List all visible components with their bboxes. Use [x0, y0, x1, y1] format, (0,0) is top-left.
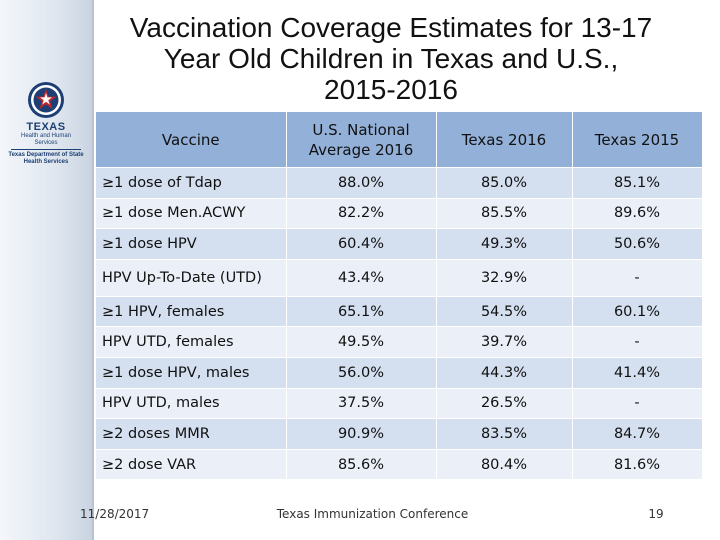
texas-2016-cell: 83.5% [436, 418, 573, 450]
texas-2016-cell: 39.7% [436, 326, 573, 358]
vaccine-name-cell: ≥1 dose HPV [96, 228, 287, 260]
vaccine-name-cell: ≥1 dose HPV, males [96, 357, 287, 389]
texas-2016-cell: 85.5% [436, 198, 573, 230]
slide-title: Vaccination Coverage Estimates for 13-17… [96, 12, 686, 105]
texas-2015-cell: - [572, 326, 703, 358]
table-row: ≥1 dose of Tdap 88.0% 85.0% 85.1% [96, 167, 703, 199]
texas-2016-cell: 26.5% [436, 388, 573, 420]
us-2016-cell: 65.1% [286, 296, 437, 328]
logo-subtitle-4: Health Services [23, 159, 69, 165]
logo-subtitle-2: Services [34, 140, 58, 146]
vaccine-name-cell: ≥2 dose VAR [96, 449, 287, 481]
vaccine-name-cell: ≥1 HPV, females [96, 296, 287, 328]
texas-2015-cell: 84.7% [572, 418, 703, 450]
table-row: ≥1 HPV, females 65.1% 54.5% 60.1% [96, 296, 703, 328]
vaccine-name-cell: ≥2 doses MMR [96, 418, 287, 450]
logo-subtitle-1: Health and Human [20, 133, 72, 139]
texas-2015-cell: 81.6% [572, 449, 703, 481]
texas-2016-cell: 80.4% [436, 449, 573, 481]
header-texas-2016: Texas 2016 [436, 112, 573, 168]
texas-2016-cell: 54.5% [436, 296, 573, 328]
texas-2016-cell: 44.3% [436, 357, 573, 389]
header-vaccine: Vaccine [96, 112, 287, 168]
texas-2015-cell: - [572, 259, 703, 297]
table-header-row: Vaccine U.S. National Average 2016 Texas… [96, 112, 703, 168]
texas-2016-cell: 32.9% [436, 259, 573, 297]
us-2016-cell: 37.5% [286, 388, 437, 420]
logo-rule [11, 149, 81, 150]
us-2016-cell: 43.4% [286, 259, 437, 297]
us-2016-cell: 49.5% [286, 326, 437, 358]
texas-2015-cell: 85.1% [572, 167, 703, 199]
table-row: ≥1 dose HPV, males 56.0% 44.3% 41.4% [96, 357, 703, 389]
slide-title-line-3: 2015-2016 [324, 74, 458, 105]
texas-2015-cell: 41.4% [572, 357, 703, 389]
slide-title-line-2: Year Old Children in Texas and U.S., [163, 43, 619, 74]
table-row: ≥2 doses MMR 90.9% 83.5% 84.7% [96, 418, 703, 450]
texas-2016-cell: 85.0% [436, 167, 573, 199]
us-2016-cell: 90.9% [286, 418, 437, 450]
footer-date: 11/28/2017 [80, 507, 150, 521]
texas-2015-cell: - [572, 388, 703, 420]
texas-2016-cell: 49.3% [436, 228, 573, 260]
us-2016-cell: 60.4% [286, 228, 437, 260]
us-2016-cell: 85.6% [286, 449, 437, 481]
texas-hhs-logo: TEXAS Health and Human Services Texas De… [2, 80, 90, 190]
footer-conference: Texas Immunization Conference [276, 507, 469, 521]
table-row: ≥2 dose VAR 85.6% 80.4% 81.6% [96, 449, 703, 481]
logo-subtitle-3: Texas Department of State [8, 152, 84, 158]
vaccine-name-cell: HPV UTD, females [96, 326, 287, 358]
footer-page-number: 19 [648, 507, 664, 521]
table-row: ≥1 dose Men.ACWY 82.2% 85.5% 89.6% [96, 198, 703, 230]
texas-2015-cell: 60.1% [572, 296, 703, 328]
vaccine-name-cell: ≥1 dose of Tdap [96, 167, 287, 199]
header-texas-2015: Texas 2015 [572, 112, 703, 168]
us-2016-cell: 56.0% [286, 357, 437, 389]
table-row: HPV Up-To-Date (UTD) 43.4% 32.9% - [96, 259, 703, 297]
logo-wordmark: TEXAS [26, 121, 66, 133]
texas-2015-cell: 50.6% [572, 228, 703, 260]
us-2016-cell: 88.0% [286, 167, 437, 199]
vaccine-name-cell: HPV UTD, males [96, 388, 287, 420]
table-row: HPV UTD, females 49.5% 39.7% - [96, 326, 703, 358]
us-2016-cell: 82.2% [286, 198, 437, 230]
texas-star-seal-icon [28, 82, 64, 118]
vaccine-name-cell: ≥1 dose Men.ACWY [96, 198, 287, 230]
vaccine-name-cell: HPV Up-To-Date (UTD) [96, 259, 287, 297]
sidebar-divider [92, 0, 94, 540]
table-row: HPV UTD, males 37.5% 26.5% - [96, 388, 703, 420]
coverage-table: Vaccine U.S. National Average 2016 Texas… [96, 112, 703, 481]
table-row: ≥1 dose HPV 60.4% 49.3% 50.6% [96, 228, 703, 260]
texas-2015-cell: 89.6% [572, 198, 703, 230]
header-us-national-2016: U.S. National Average 2016 [286, 112, 437, 168]
slide-title-line-1: Vaccination Coverage Estimates for 13-17 [129, 12, 653, 43]
